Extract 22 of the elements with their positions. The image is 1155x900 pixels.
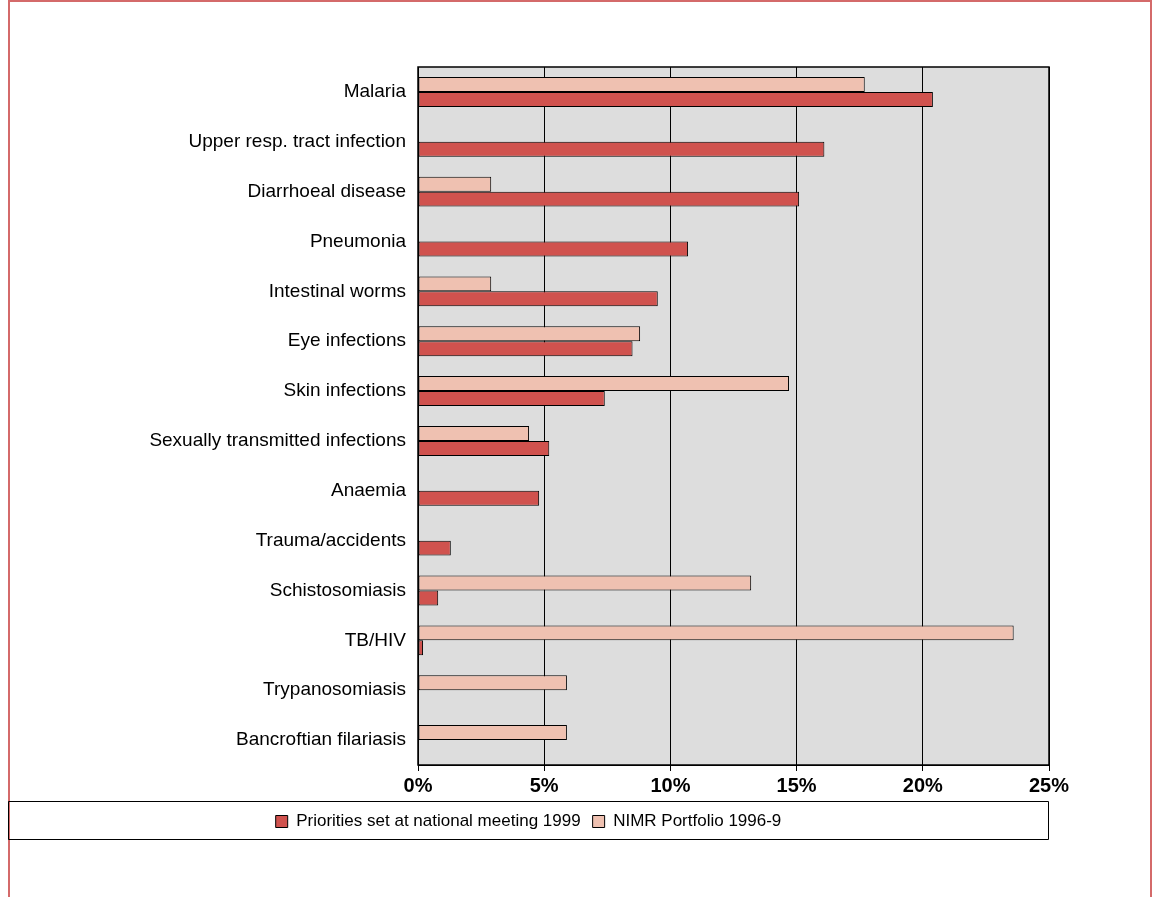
x-tick-label: 0%: [403, 773, 433, 796]
x-tick-label: 10%: [650, 773, 691, 796]
x-tick-label: 15%: [776, 773, 817, 796]
y-tick-label: Upper resp. tract infection: [188, 130, 406, 152]
y-tick-label: Trauma/accidents: [255, 528, 406, 550]
y-tick-label: Intestinal worms: [268, 279, 406, 301]
x-tick-label: 25%: [1028, 773, 1070, 796]
legend-label: NIMR Portfolio 1996-9: [613, 811, 782, 831]
y-tick-label: Sexually transmitted infections: [149, 429, 406, 451]
y-tick-label: Malaria: [343, 80, 407, 102]
y-tick-label: Diarrhoeal disease: [247, 179, 406, 201]
y-tick-label: Trypanosomiasis: [263, 678, 406, 700]
x-tick-label: 20%: [902, 773, 944, 796]
y-tick-label: Schistosomiasis: [269, 578, 406, 600]
y-tick-label: Eye infections: [287, 329, 406, 351]
y-tick-label: Anaemia: [331, 479, 407, 501]
x-tick-label: 5%: [529, 773, 559, 796]
y-tick-label: Pneumonia: [309, 229, 407, 251]
y-tick-label: Bancroftian filariasis: [235, 728, 406, 750]
y-tick-label: Skin infections: [283, 379, 406, 401]
y-tick-label: TB/HIV: [344, 628, 407, 650]
legend-label: Priorities set at national meeting 1999: [296, 811, 581, 831]
